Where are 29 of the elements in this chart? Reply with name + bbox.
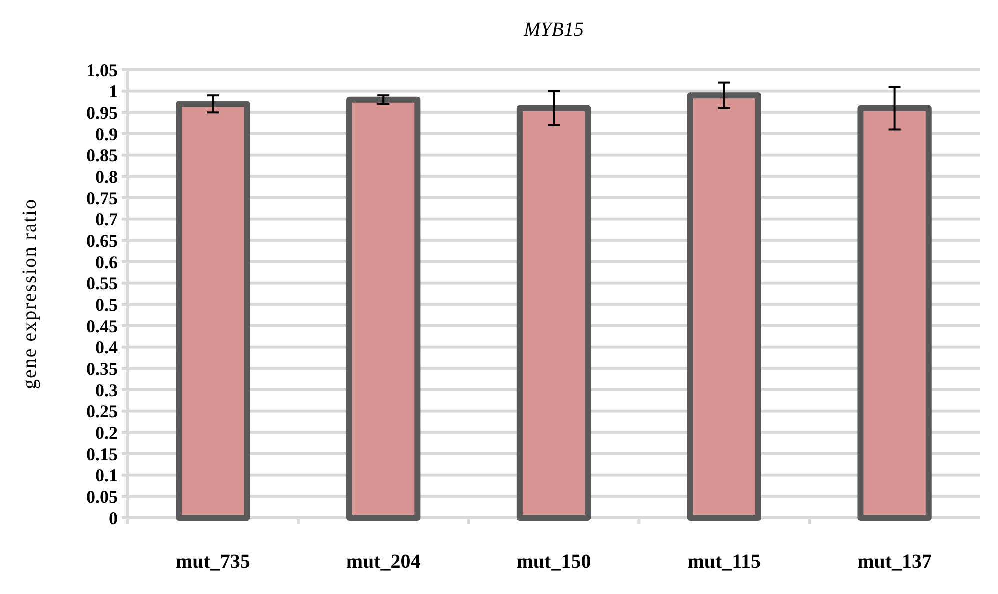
y-tick-label: 1.05 (86, 60, 118, 80)
x-tick-label: mut_115 (688, 551, 762, 573)
y-tick-label: 0.85 (86, 146, 118, 166)
x-tick-label: mut_150 (516, 551, 592, 573)
y-tick-label: 0.9 (96, 124, 118, 144)
x-tick-label: mut_204 (346, 551, 421, 573)
y-tick-label: 0.1 (96, 466, 118, 486)
y-tick-label: 0 (109, 508, 118, 528)
y-tick-label: 0.7 (96, 210, 118, 230)
y-tick-label: 0.4 (96, 338, 118, 358)
y-tick-label: 0.55 (86, 274, 118, 294)
x-tick-label: mut_137 (858, 551, 932, 573)
y-tick-label: 0.45 (86, 316, 118, 336)
x-tick-label: mut_735 (176, 551, 250, 573)
y-tick-label: 1 (109, 82, 118, 102)
y-tick-label: 0.05 (86, 486, 118, 507)
y-tick-label: 0.5 (96, 294, 118, 315)
y-tick-label: 0.8 (96, 166, 118, 187)
y-tick-label: 0.35 (86, 358, 118, 379)
y-tick-label: 0.75 (86, 188, 118, 208)
y-tick-label: 0.15 (86, 444, 118, 464)
chart-title: MYB15 (523, 19, 584, 41)
y-tick-label: 0.95 (86, 102, 118, 123)
y-tick-label: 0.2 (96, 422, 118, 443)
y-axis-title: gene expression ratio (19, 198, 41, 390)
y-tick-label: 0.25 (86, 402, 118, 422)
y-tick-label: 0.6 (96, 252, 118, 272)
y-tick-label: 0.65 (86, 230, 118, 251)
y-tick-label: 0.3 (96, 380, 118, 400)
